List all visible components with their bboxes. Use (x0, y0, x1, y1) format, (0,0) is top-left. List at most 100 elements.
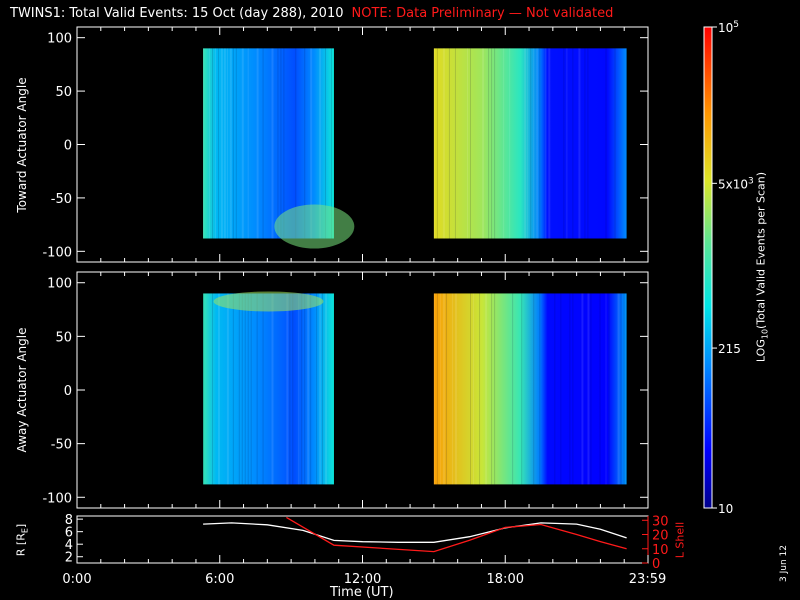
heatmap-streak (256, 48, 259, 239)
heatmap-streak (539, 293, 541, 485)
x-tick-label: 23:59 (629, 572, 666, 587)
y-right-tick-label: 20 (652, 529, 669, 544)
x-tick-label: 18:00 (487, 572, 524, 587)
heatmap-streak (319, 293, 322, 485)
y-tick-label: 100 (47, 32, 72, 47)
heatmap-streak (545, 48, 547, 239)
heatmap-streak (527, 48, 529, 239)
heatmap-streak (277, 48, 279, 239)
title-text: TWINS1: Total Valid Events: 15 Oct (day … (10, 6, 344, 21)
heatmap-streak (491, 293, 493, 485)
y-left-tick-label: 2 (65, 551, 73, 566)
heatmap-streak (482, 48, 485, 239)
radius-axis-label: R [RE] (14, 523, 30, 557)
heatmap-patch (274, 204, 355, 249)
heatmap-streak (533, 293, 535, 485)
heatmap-streak (325, 48, 327, 239)
heatmap-streak (238, 293, 240, 485)
heatmap-streak (247, 293, 249, 485)
heatmap-streak (433, 48, 435, 239)
heatmap-streak (262, 293, 264, 485)
heatmap-streak (241, 293, 243, 485)
colorbar-tick-exponent: 3 (748, 176, 754, 186)
heatmap-streak (232, 293, 234, 485)
heatmap-streak (479, 293, 481, 485)
y-tick-label: 100 (47, 277, 72, 292)
x-tick-label: 6:00 (205, 572, 234, 587)
heatmap-streak (494, 48, 496, 239)
heatmap-streak (232, 48, 234, 239)
y-left-tick-label: 6 (65, 526, 73, 541)
heatmap-streak (599, 293, 601, 485)
heatmap-streak (442, 48, 445, 239)
colorbar-tick-label: 105 (718, 20, 739, 35)
heatmap-streak (271, 48, 274, 239)
y-left-tick-label: 4 (65, 538, 73, 553)
heatmap-streak (304, 293, 306, 485)
heatmap-streak (226, 293, 229, 485)
heatmap-streak (578, 48, 581, 239)
y-tick-label: 0 (64, 139, 72, 154)
colorbar-tick-label: 10 (718, 502, 733, 516)
y-tick-label: 50 (55, 330, 72, 345)
y-right-tick-label: 30 (652, 514, 669, 529)
heatmap-streak (250, 293, 252, 485)
heatmap-streak (587, 293, 590, 485)
heatmap-streak (473, 293, 475, 485)
heatmap-streak (512, 293, 514, 485)
heatmap-streak (581, 293, 584, 485)
heatmap-streak (203, 293, 205, 485)
heatmap-streak (209, 48, 211, 239)
heatmap-streak (289, 293, 291, 485)
heatmap-streak (298, 293, 300, 485)
colorbar-tick-label: 5x103 (718, 176, 754, 191)
heatmap-streak (217, 293, 220, 485)
y-tick-label: -50 (51, 192, 72, 207)
heatmap-streak (524, 48, 527, 239)
heatmap-streak (620, 293, 622, 485)
heatmap-streak (436, 48, 438, 239)
heatmap-streak (536, 48, 539, 239)
heatmap-streak (608, 293, 610, 485)
heatmap-streak (587, 48, 589, 239)
heatmap-streak (223, 48, 226, 239)
heatmap-streak (539, 48, 541, 239)
heatmap-streak (330, 48, 332, 239)
heatmap-streak (572, 293, 574, 485)
heatmap-streak (451, 293, 453, 485)
heatmap-streak (247, 48, 249, 239)
heatmap-streak (235, 48, 237, 239)
heatmap-streak (569, 293, 571, 485)
heatmap-streak (316, 293, 318, 485)
heatmap-streak (454, 293, 457, 485)
heatmap-streak (212, 48, 214, 239)
y-left-tick-label: 8 (65, 513, 73, 528)
heatmap-streak (623, 293, 625, 485)
heatmap-streak (286, 293, 289, 485)
colorbar-tick-exponent: 5 (733, 20, 739, 30)
heatmap-streak (491, 48, 493, 239)
heatmap-streak (304, 48, 306, 239)
heatmap-streak (310, 48, 313, 239)
away-angle-axis-label: Away Actuator Angle (15, 327, 29, 453)
heatmap-block (433, 293, 627, 485)
heatmap-streak (436, 293, 438, 485)
heatmap-streak (433, 293, 435, 485)
heatmap-streak (470, 293, 472, 485)
heatmap-streak (301, 293, 303, 485)
heatmap-streak (470, 48, 472, 239)
colorbar-tick-label: 215 (718, 342, 741, 356)
note-text: NOTE: Data Preliminary — Not validated (351, 6, 614, 21)
heatmap-streak (445, 293, 447, 485)
heatmap-streak (503, 48, 505, 239)
x-tick-label: 0:00 (62, 572, 91, 587)
heatmap-streak (439, 293, 441, 485)
heatmap-streak (256, 293, 258, 485)
heatmap-streak (442, 293, 445, 485)
heatmap-streak (566, 48, 568, 239)
heatmap-streak (584, 48, 586, 239)
heatmap-streak (310, 293, 312, 485)
heatmap-streak (521, 293, 523, 485)
heatmap-streak (563, 48, 565, 239)
